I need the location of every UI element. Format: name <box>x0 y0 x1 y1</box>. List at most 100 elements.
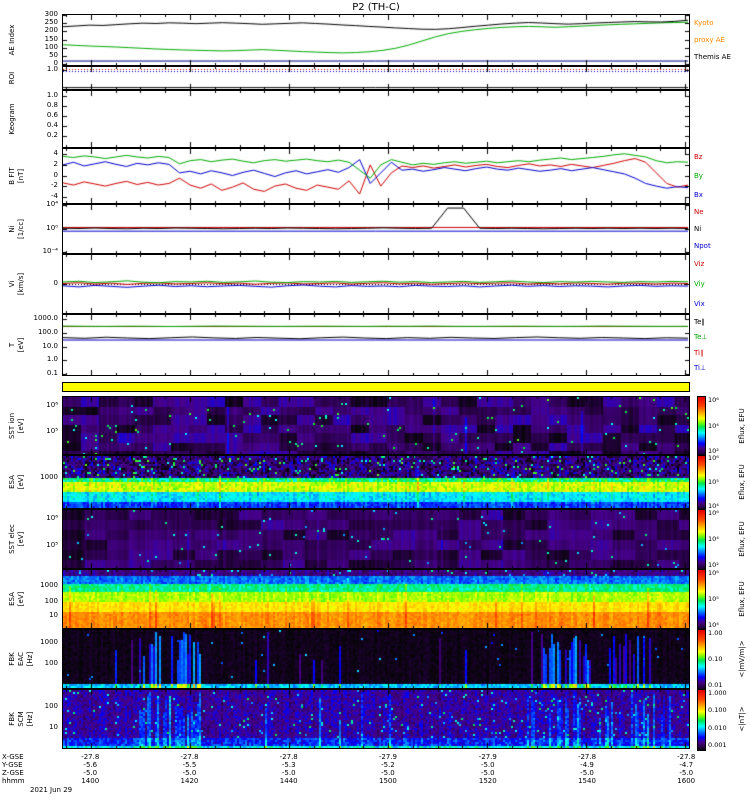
y-axis-label: FBK <box>8 652 16 666</box>
vi-canvas <box>63 255 689 313</box>
y-tick-label: 0.4 <box>46 121 58 129</box>
series-label-ni: Ni <box>694 225 702 233</box>
y-tick-label: 10 <box>49 722 58 731</box>
y-tick-label: 250 <box>44 18 58 27</box>
panel-vi <box>62 254 690 314</box>
series-label-te: Te⊥ <box>694 333 708 342</box>
y-axis-label: AE Index <box>8 24 16 56</box>
panel-keogram <box>62 90 690 148</box>
y-tick-label: 1000 <box>40 637 58 646</box>
footer-value: -5.3 <box>281 761 296 769</box>
date-label: 2021 Jun 29 <box>30 786 73 794</box>
y-tick-label: 10⁶ <box>46 400 58 409</box>
y-axis-label: SST ion <box>8 412 16 439</box>
y-tick-label: -4 <box>51 191 58 200</box>
colorbar-tick-label: 1.00 <box>708 628 723 637</box>
series-label-ne: Ne <box>694 208 704 217</box>
esa-elec-canvas <box>63 570 689 628</box>
esa-elec-colorbar <box>697 569 706 631</box>
footer-value: -27.9 <box>478 753 497 761</box>
colorbar-tick-label: 10⁴ <box>708 621 719 630</box>
colorbar-tick-label: 10⁴ <box>708 501 719 510</box>
y-axis-label: ESA <box>8 475 16 489</box>
colorbar-tick-label: 10⁵ <box>708 478 719 486</box>
colorbar-tick-label: 10⁶ <box>708 395 719 404</box>
roi-canvas <box>63 67 689 89</box>
footer-value: -5.0 <box>281 769 296 777</box>
colorbar-tick-label: 0.100 <box>708 706 727 715</box>
series-label-themisae: Themis AE <box>694 53 731 62</box>
panel-b-fit <box>62 148 690 204</box>
panel-temperature <box>62 314 690 376</box>
panel-ae-index <box>62 14 690 66</box>
y-axis-label: [1/cc] <box>17 219 25 239</box>
keogram-canvas <box>63 91 689 147</box>
footer-value: 1600 <box>677 777 696 785</box>
y-tick-label: 10.0 <box>42 341 58 350</box>
footer-value: -27.8 <box>279 753 298 761</box>
colorbar-tick-label: 10⁶ <box>708 568 719 577</box>
colorbar-tick-label: 0.001 <box>708 741 727 750</box>
series-label-viz: Viz <box>694 260 705 268</box>
y-tick-label: 4 <box>53 149 58 158</box>
footer-value: -5.6 <box>83 761 98 769</box>
b-fit-canvas <box>63 149 689 203</box>
y-axis-label: [eV] <box>17 531 25 547</box>
footer-value: -4.7 <box>679 761 694 769</box>
y-tick-label: 100.0 <box>37 327 58 336</box>
colorbar-tick-label: 0.01 <box>708 681 723 690</box>
plot-title: P2 (TH-C) <box>352 2 400 13</box>
series-label-ti: Ti⊥ <box>694 364 707 373</box>
temperature-canvas <box>63 315 689 375</box>
y-tick-label: 100 <box>44 596 58 605</box>
colorbar-tick-label: 0.10 <box>708 655 723 663</box>
y-tick-label: 100 <box>44 658 58 667</box>
y-tick-label: 0 <box>53 59 58 67</box>
y-axis-label: SST elec <box>8 524 16 554</box>
y-axis-label: B FIT <box>8 167 16 185</box>
y-tick-label: 0.6 <box>46 111 58 119</box>
sst-elec-colorbar <box>697 509 706 571</box>
y-axis-label: ROI <box>8 71 16 85</box>
colorbar-tick-label: 10⁴ <box>708 535 719 543</box>
series-label-bx: Bx <box>694 190 703 199</box>
footer-value: 1520 <box>478 777 497 785</box>
y-tick-label: 10⁵ <box>46 427 58 436</box>
y-axis-label: SCM <box>17 711 25 727</box>
footer-value: -5.0 <box>679 769 694 777</box>
y-tick-label: 2 <box>53 159 58 168</box>
y-axis-label: EAC <box>17 652 25 666</box>
footer-value: -27.8 <box>677 753 696 761</box>
ae-index-canvas <box>63 15 689 65</box>
footer-value: 1540 <box>578 777 596 785</box>
y-tick-label: 0.8 <box>46 101 58 109</box>
series-label-kyoto: Kyoto <box>694 18 714 27</box>
sst-ion-colorbar <box>697 396 706 457</box>
footer-value: -27.8 <box>180 753 199 761</box>
y-tick-label: 0.1 <box>46 369 58 377</box>
y-tick-label: 150 <box>44 34 58 43</box>
colorbar-tick-label: 10⁴ <box>708 421 719 430</box>
y-tick-label: 1000.0 <box>33 314 59 323</box>
y-axis-label: [eV] <box>17 418 25 433</box>
footer-value: 1420 <box>180 777 199 785</box>
y-axis-label: [Hz] <box>26 651 34 667</box>
y-axis-label: [eV] <box>17 591 25 607</box>
panel-fbk-eac <box>62 629 690 689</box>
series-label-by: By <box>694 172 703 180</box>
footer-value: -27.8 <box>81 753 100 761</box>
colorbar-label: Eflux, EFU <box>738 407 746 444</box>
colorbar-tick-label: 1.000 <box>708 688 727 697</box>
colorbar-tick-label: 10⁶ <box>708 454 719 463</box>
footer-value: 1440 <box>279 777 298 785</box>
y-axis-label: [Hz] <box>26 711 34 727</box>
panel-sst-elec <box>62 509 690 569</box>
footer-row-label-hhmm: hhmm <box>2 777 25 785</box>
footer-value: -5.0 <box>381 769 395 777</box>
sst-elec-canvas <box>63 510 689 568</box>
series-label-bz: Bz <box>694 153 703 162</box>
y-tick-label: 10⁻⁴ <box>42 247 58 255</box>
y-tick-label: 1.0 <box>46 355 58 364</box>
colorbar-tick-label: 10² <box>708 447 719 456</box>
footer-row-label-x-gse: X-GSE <box>2 753 24 761</box>
